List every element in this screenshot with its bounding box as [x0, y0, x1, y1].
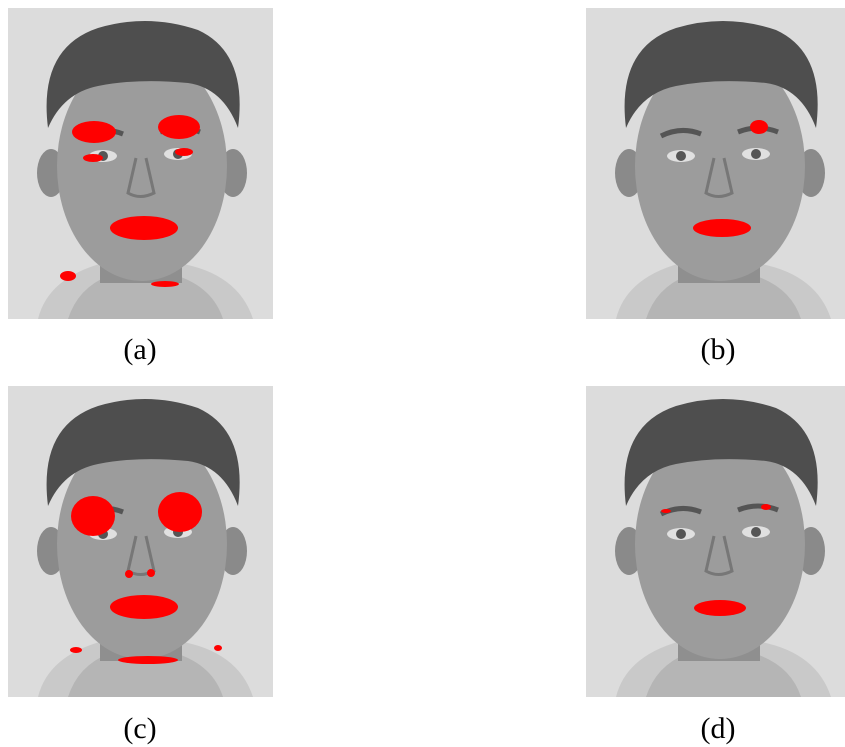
page: (a) (b) (c) (d) (() => { const data = JS… — [0, 0, 845, 747]
panel-image — [586, 8, 845, 319]
panel-caption: (a) — [123, 333, 156, 366]
panel-image — [586, 386, 845, 697]
panel-caption: (c) — [123, 712, 156, 745]
panel-image — [8, 8, 273, 319]
panel-image — [8, 386, 273, 697]
figure: (a) (b) (c) (d) — [0, 0, 845, 747]
panel-caption: (d) — [701, 712, 736, 745]
panel-caption: (b) — [701, 333, 736, 366]
